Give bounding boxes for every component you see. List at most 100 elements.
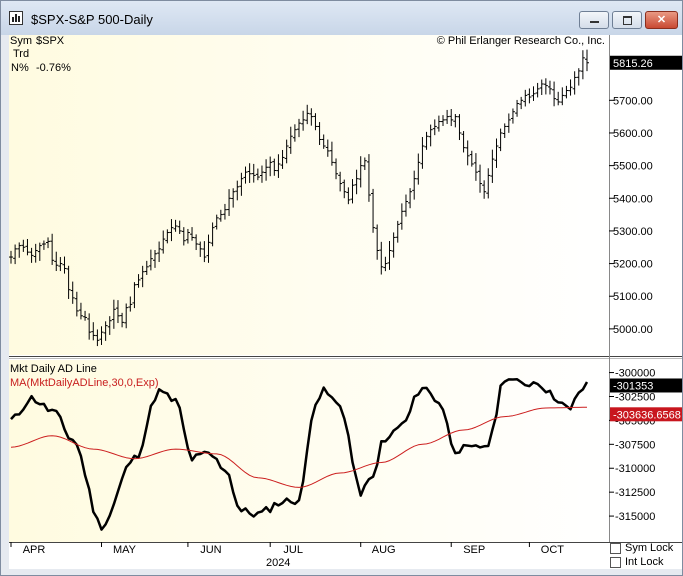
ad-last-value-box: -301353 <box>610 378 682 393</box>
price-bar <box>264 159 269 181</box>
price-bar <box>301 110 306 131</box>
price-bar <box>556 91 561 106</box>
price-panel-bg <box>9 35 609 355</box>
pct-value: -0.76% <box>36 62 71 74</box>
month-label: OCT <box>541 544 565 556</box>
price-bar <box>395 220 400 243</box>
price-bar <box>325 139 330 157</box>
ad-tick-label: -302500 <box>615 391 655 403</box>
price-bar <box>441 115 445 126</box>
ad-line-series <box>10 378 589 531</box>
price-bar <box>498 128 503 152</box>
price-bar <box>321 134 326 149</box>
sym-value: $SPX <box>36 35 65 47</box>
price-tick-label: 5000.00 <box>613 324 653 336</box>
price-bar <box>185 228 190 244</box>
price-last-value-box: 5815.26 <box>610 55 682 70</box>
price-bar <box>350 179 355 204</box>
svg-text:5815.26: 5815.26 <box>613 58 653 70</box>
price-tick-label: 5200.00 <box>613 259 653 271</box>
price-bar <box>83 310 88 321</box>
price-bar <box>169 219 174 242</box>
price-bar <box>25 238 30 256</box>
price-bar <box>572 71 577 95</box>
price-bar <box>342 179 347 199</box>
price-bar <box>235 180 240 201</box>
price-bar <box>412 170 417 200</box>
price-bar <box>313 113 318 131</box>
price-tick-label: 5300.00 <box>613 226 653 238</box>
sym-lock-checkbox[interactable] <box>610 543 621 554</box>
price-bar <box>66 265 71 299</box>
price-bar <box>243 166 248 184</box>
price-bar <box>255 168 260 181</box>
price-bar <box>379 241 384 275</box>
price-bar <box>453 114 458 128</box>
int-lock-label: Int Lock <box>625 556 664 568</box>
price-bar <box>91 322 96 341</box>
price-bar <box>445 109 450 124</box>
price-bar <box>399 203 404 230</box>
price-bar <box>21 239 26 252</box>
price-bar <box>461 131 466 153</box>
price-bar <box>539 79 544 95</box>
maximize-button[interactable] <box>612 11 642 29</box>
close-button[interactable] <box>645 11 678 29</box>
price-bar <box>473 153 478 181</box>
price-bar <box>95 329 100 347</box>
ma-line-series <box>10 406 587 488</box>
price-bar <box>181 227 186 246</box>
price-bar <box>268 156 273 177</box>
price-bar <box>543 78 548 95</box>
price-bar <box>424 131 429 150</box>
price-bar <box>329 141 334 166</box>
chart-svg[interactable]: 5000.00 5100.00 5200.00 5300.00 5400.00 5500.… <box>9 35 682 569</box>
price-bar <box>41 240 46 250</box>
ma-last-value-box: -303636.6568 <box>610 407 682 422</box>
price-bar <box>585 49 589 72</box>
price-tick-label: 5100.00 <box>613 291 653 303</box>
price-bar <box>494 138 499 168</box>
window-title: $SPX-S&P 500-Daily <box>31 12 153 27</box>
chart-app-icon[interactable] <box>9 11 23 25</box>
price-bar <box>115 300 120 324</box>
price-bar <box>482 180 487 199</box>
price-bar <box>338 171 343 192</box>
price-bar <box>469 150 474 167</box>
price-bar <box>144 260 149 275</box>
price-bar <box>227 189 232 216</box>
price-bar <box>140 265 145 288</box>
price-bar <box>198 241 203 257</box>
price-bar <box>239 172 244 196</box>
month-label: JUL <box>283 544 303 556</box>
price-bar <box>276 154 281 178</box>
copyright: © Phil Erlanger Research Co., Inc. <box>437 35 605 47</box>
chart-area[interactable]: 5000.00 5100.00 5200.00 5300.00 5400.00 5500.… <box>9 35 682 569</box>
price-tick-label: 5600.00 <box>613 128 653 140</box>
minimize-button[interactable] <box>579 11 609 29</box>
ad-tick-label: -312500 <box>615 487 655 499</box>
price-bar <box>58 257 63 272</box>
ad-panel-title: Mkt Daily AD Line <box>10 363 97 375</box>
title-bar[interactable]: $SPX-S&P 500-Daily <box>1 1 682 35</box>
price-bar <box>408 188 413 209</box>
price-bar <box>391 232 396 258</box>
year-label: 2024 <box>266 557 290 569</box>
price-bar <box>87 313 92 340</box>
price-bar <box>194 234 199 251</box>
price-bar <box>74 291 79 317</box>
price-bar <box>128 296 133 312</box>
int-lock-checkbox[interactable] <box>610 557 621 568</box>
ad-tick-label: -315000 <box>615 511 655 523</box>
price-bar <box>515 99 520 117</box>
price-bar <box>99 326 104 345</box>
price-bar <box>136 274 141 288</box>
price-bar <box>527 88 532 104</box>
price-tick-label: 5500.00 <box>613 161 653 173</box>
price-bar <box>535 82 540 98</box>
price-tick-label: 5400.00 <box>613 193 653 205</box>
price-bar <box>580 50 585 80</box>
price-bar <box>560 87 565 106</box>
price-bar <box>17 242 22 258</box>
price-bar <box>354 169 359 195</box>
